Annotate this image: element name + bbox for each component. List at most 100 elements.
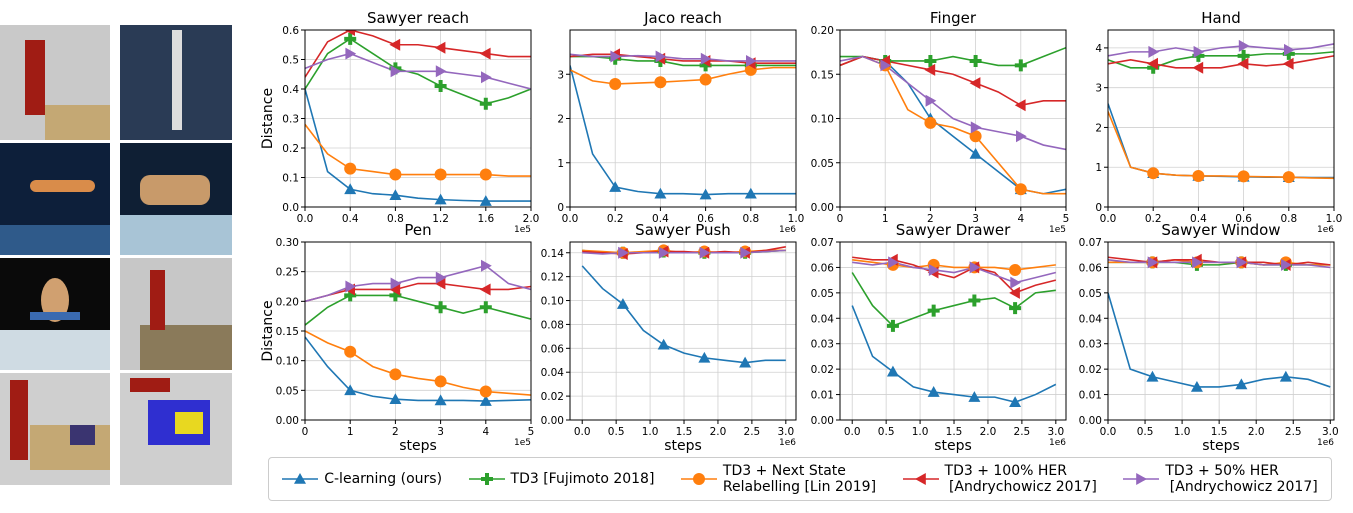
marker [744, 187, 757, 199]
chart-title: Hand [1201, 9, 1241, 27]
x-tick-label: 2.0 [980, 426, 997, 438]
marker [968, 391, 981, 402]
marker [344, 384, 357, 396]
x-tick-label: 1 [882, 213, 889, 225]
series-line [305, 336, 531, 402]
marker [969, 147, 982, 159]
x-tick-label: 5 [1063, 213, 1070, 225]
legend-entry: TD3 + Next State Relabelling [Lin 2019] [680, 463, 876, 495]
x-tick-label: 2 [392, 426, 399, 438]
subplot: Sawyer reach 0.0 0.1 0.2 0.3 0.4 0.5 0.6 0.0 0.4 0… [260, 9, 539, 235]
x-tick-label: 0.0 [844, 426, 861, 438]
y-tick-label: 0.20 [811, 25, 834, 37]
plot-frame [569, 241, 797, 421]
plot-frame [569, 29, 797, 208]
marker [1147, 256, 1159, 269]
marker [609, 77, 622, 90]
plot-frame [304, 29, 532, 208]
marker [389, 368, 402, 381]
marker [434, 80, 447, 93]
y-tick-label: 0.0 [282, 202, 299, 214]
series-line [305, 30, 531, 78]
x-tick-label: 1.0 [1326, 213, 1343, 225]
series-line [840, 55, 1066, 195]
x-tick-label: 0.5 [1137, 426, 1154, 438]
legend-label: C-learning (ours) [324, 471, 443, 487]
marker [698, 351, 711, 363]
marker [1284, 43, 1295, 56]
series-line [581, 265, 786, 364]
marker [610, 50, 622, 63]
legend-entry: C-learning (ours) [282, 471, 442, 487]
x-axis-label: steps [934, 438, 972, 454]
marker [344, 345, 357, 358]
x-tick-label: 2.0 [710, 426, 727, 438]
marker [389, 189, 402, 200]
y-tick-label: 0.25 [276, 267, 299, 279]
x-tick-label: 3 [972, 213, 979, 225]
marker [345, 280, 357, 293]
marker [618, 246, 629, 259]
y-tick-label: 0.02 [811, 364, 834, 376]
x-tick-label: 0.0 [1100, 426, 1117, 438]
x-tick-label: 5 [528, 426, 535, 438]
marker [1009, 286, 1020, 299]
x-tick-label: 1.5 [1211, 426, 1228, 438]
y-tick-label: 3 [557, 69, 564, 81]
marker [1014, 183, 1027, 196]
series-line [305, 37, 531, 105]
x-tick-label: 1 [347, 426, 354, 438]
marker [479, 301, 492, 314]
series-line [1108, 51, 1334, 69]
series-line [1108, 259, 1331, 269]
marker [739, 356, 752, 368]
chart-title: Finger [930, 9, 977, 27]
marker [344, 183, 357, 195]
y-tick-label: 0.08 [541, 319, 564, 331]
marker [1016, 130, 1027, 143]
subplot: Sawyer Drawer 0.00 0.01 0.02 0.03 0.04 0.05 0.0… [811, 221, 1067, 454]
y-tick-label: 0 [557, 202, 564, 214]
marker [1238, 39, 1250, 52]
y-tick-label: 0.4 [282, 84, 299, 96]
marker [389, 393, 402, 405]
legend-swatch [902, 473, 939, 485]
x-tick-label: 3.0 [777, 426, 794, 438]
marker [479, 168, 492, 181]
y-tick-label: 0.6 [282, 25, 299, 37]
legend-label: TD3 + 100% HER [Andrychowicz 2017] [944, 463, 1097, 495]
marker [1236, 256, 1248, 269]
marker [1282, 57, 1294, 70]
marker [969, 130, 982, 143]
chart-title: Sawyer Window [1161, 221, 1280, 239]
marker [914, 473, 926, 485]
legend: C-learning (ours) TD3 [Fujimoto 2018] TD3 … [268, 457, 1332, 501]
chart-title: Sawyer Push [635, 221, 731, 239]
marker [345, 47, 357, 60]
marker [1014, 59, 1027, 72]
x-tick-label: 0.0 [562, 213, 579, 225]
marker [344, 162, 357, 175]
marker [479, 47, 491, 60]
series-line [570, 65, 796, 196]
marker [344, 289, 357, 302]
y-tick-label: 0.15 [276, 326, 299, 338]
series-line [840, 55, 1066, 107]
marker [970, 121, 982, 134]
y-tick-label: 0.06 [1079, 262, 1103, 274]
x-axis-label: steps [399, 438, 437, 454]
y-tick-label: 0.00 [1079, 415, 1102, 427]
series-line [840, 46, 1066, 67]
series-line [305, 123, 531, 177]
series-group [1108, 253, 1331, 392]
legend-swatch [680, 473, 717, 485]
x-tick-label: 2.0 [1248, 426, 1265, 438]
plot-frame [839, 29, 1067, 208]
legend-swatch [282, 473, 319, 484]
marker [434, 277, 446, 290]
plot-frame [1107, 241, 1335, 421]
chart-title: Sawyer Drawer [896, 221, 1011, 239]
marker [1147, 57, 1158, 70]
